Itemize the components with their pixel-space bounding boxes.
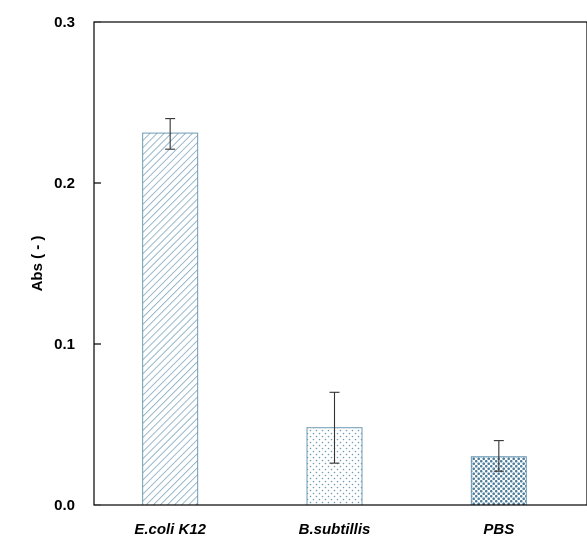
x-category-label: E.coli K12 (134, 521, 206, 538)
y-tick-labels: 0.0 0.1 0.2 0.3 (54, 14, 75, 514)
x-category-labels: E.coli K12 B.subtillis PBS (134, 521, 514, 538)
x-category-label: B.subtillis (299, 521, 371, 538)
error-bar (493, 440, 504, 472)
y-tick-label: 0.0 (54, 497, 75, 514)
y-axis-ticks (94, 21, 101, 506)
y-tick-label: 0.1 (54, 336, 75, 353)
error-bar (329, 391, 340, 464)
plot-frame (93, 21, 587, 506)
error-bars (165, 118, 504, 472)
error-bar (165, 118, 176, 150)
x-category-label: PBS (483, 521, 514, 538)
y-tick-label: 0.2 (54, 175, 75, 192)
y-axis-title: Abs ( - ) (29, 236, 46, 292)
bar-e-coli-k12 (142, 132, 199, 506)
y-tick-label: 0.3 (54, 14, 75, 31)
